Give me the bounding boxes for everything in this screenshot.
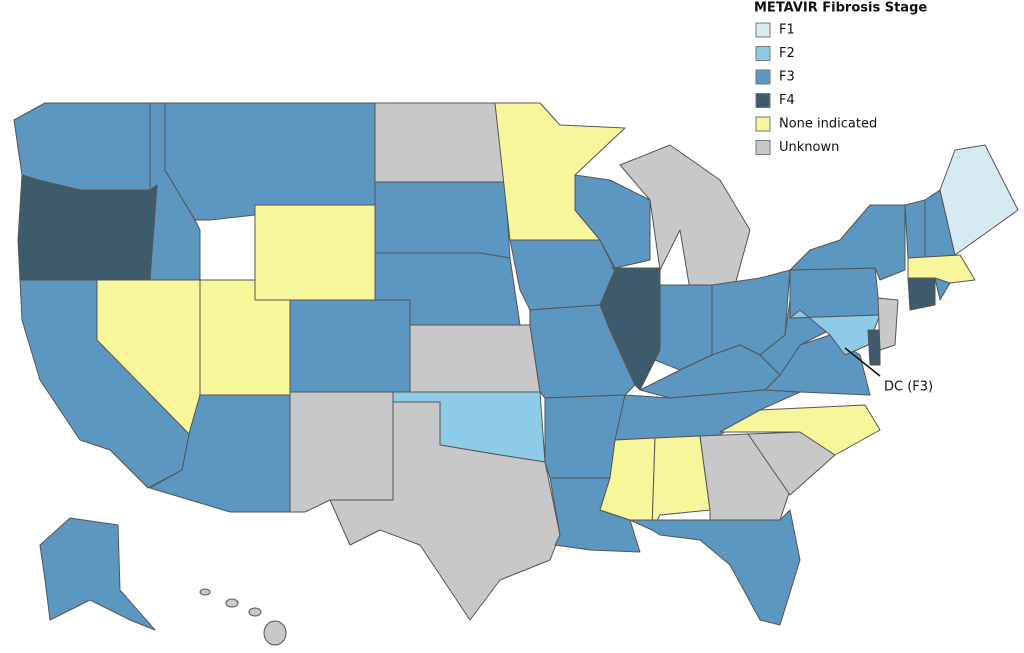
state	[225, 598, 239, 608]
state	[374, 102, 506, 183]
state	[374, 181, 511, 259]
state	[248, 607, 262, 617]
annotation: DC (F3)	[884, 380, 933, 395]
state	[904, 199, 926, 259]
states	[13, 102, 1019, 646]
legend-swatch	[755, 69, 771, 85]
state	[409, 324, 541, 393]
legend-swatch	[755, 116, 771, 132]
legend-swatch	[755, 22, 771, 38]
legend-title: METAVIR Fibrosis Stage	[754, 1, 927, 16]
legend-label: F1	[779, 23, 795, 38]
state	[939, 144, 1019, 256]
legend-label: F2	[779, 46, 795, 61]
state	[877, 297, 899, 351]
state	[629, 509, 801, 626]
legend-swatch	[755, 93, 771, 108]
state	[17, 174, 158, 281]
state	[509, 239, 616, 311]
state	[651, 435, 711, 531]
legend: F1 F2 F3 F4 None indicated Unknown	[755, 22, 877, 155]
state	[719, 404, 881, 456]
state	[164, 102, 376, 221]
state	[13, 102, 151, 191]
callout-line	[844, 347, 881, 377]
state	[254, 204, 376, 301]
state	[199, 588, 211, 596]
legend-label: F4	[779, 93, 795, 108]
state	[574, 174, 651, 269]
state	[789, 204, 906, 281]
legend-swatch	[755, 140, 771, 155]
state	[907, 277, 936, 311]
state	[789, 267, 881, 319]
legend-label: None indicated	[779, 117, 877, 132]
state	[289, 391, 394, 513]
state	[39, 517, 156, 631]
state	[934, 277, 951, 301]
legend-label: Unknown	[779, 140, 839, 155]
state	[263, 620, 287, 646]
legend-label: F3	[779, 70, 795, 85]
legend-swatch	[755, 46, 771, 61]
state	[867, 329, 881, 366]
state	[907, 254, 976, 284]
state	[289, 299, 411, 393]
state	[329, 401, 561, 621]
state	[654, 284, 713, 371]
